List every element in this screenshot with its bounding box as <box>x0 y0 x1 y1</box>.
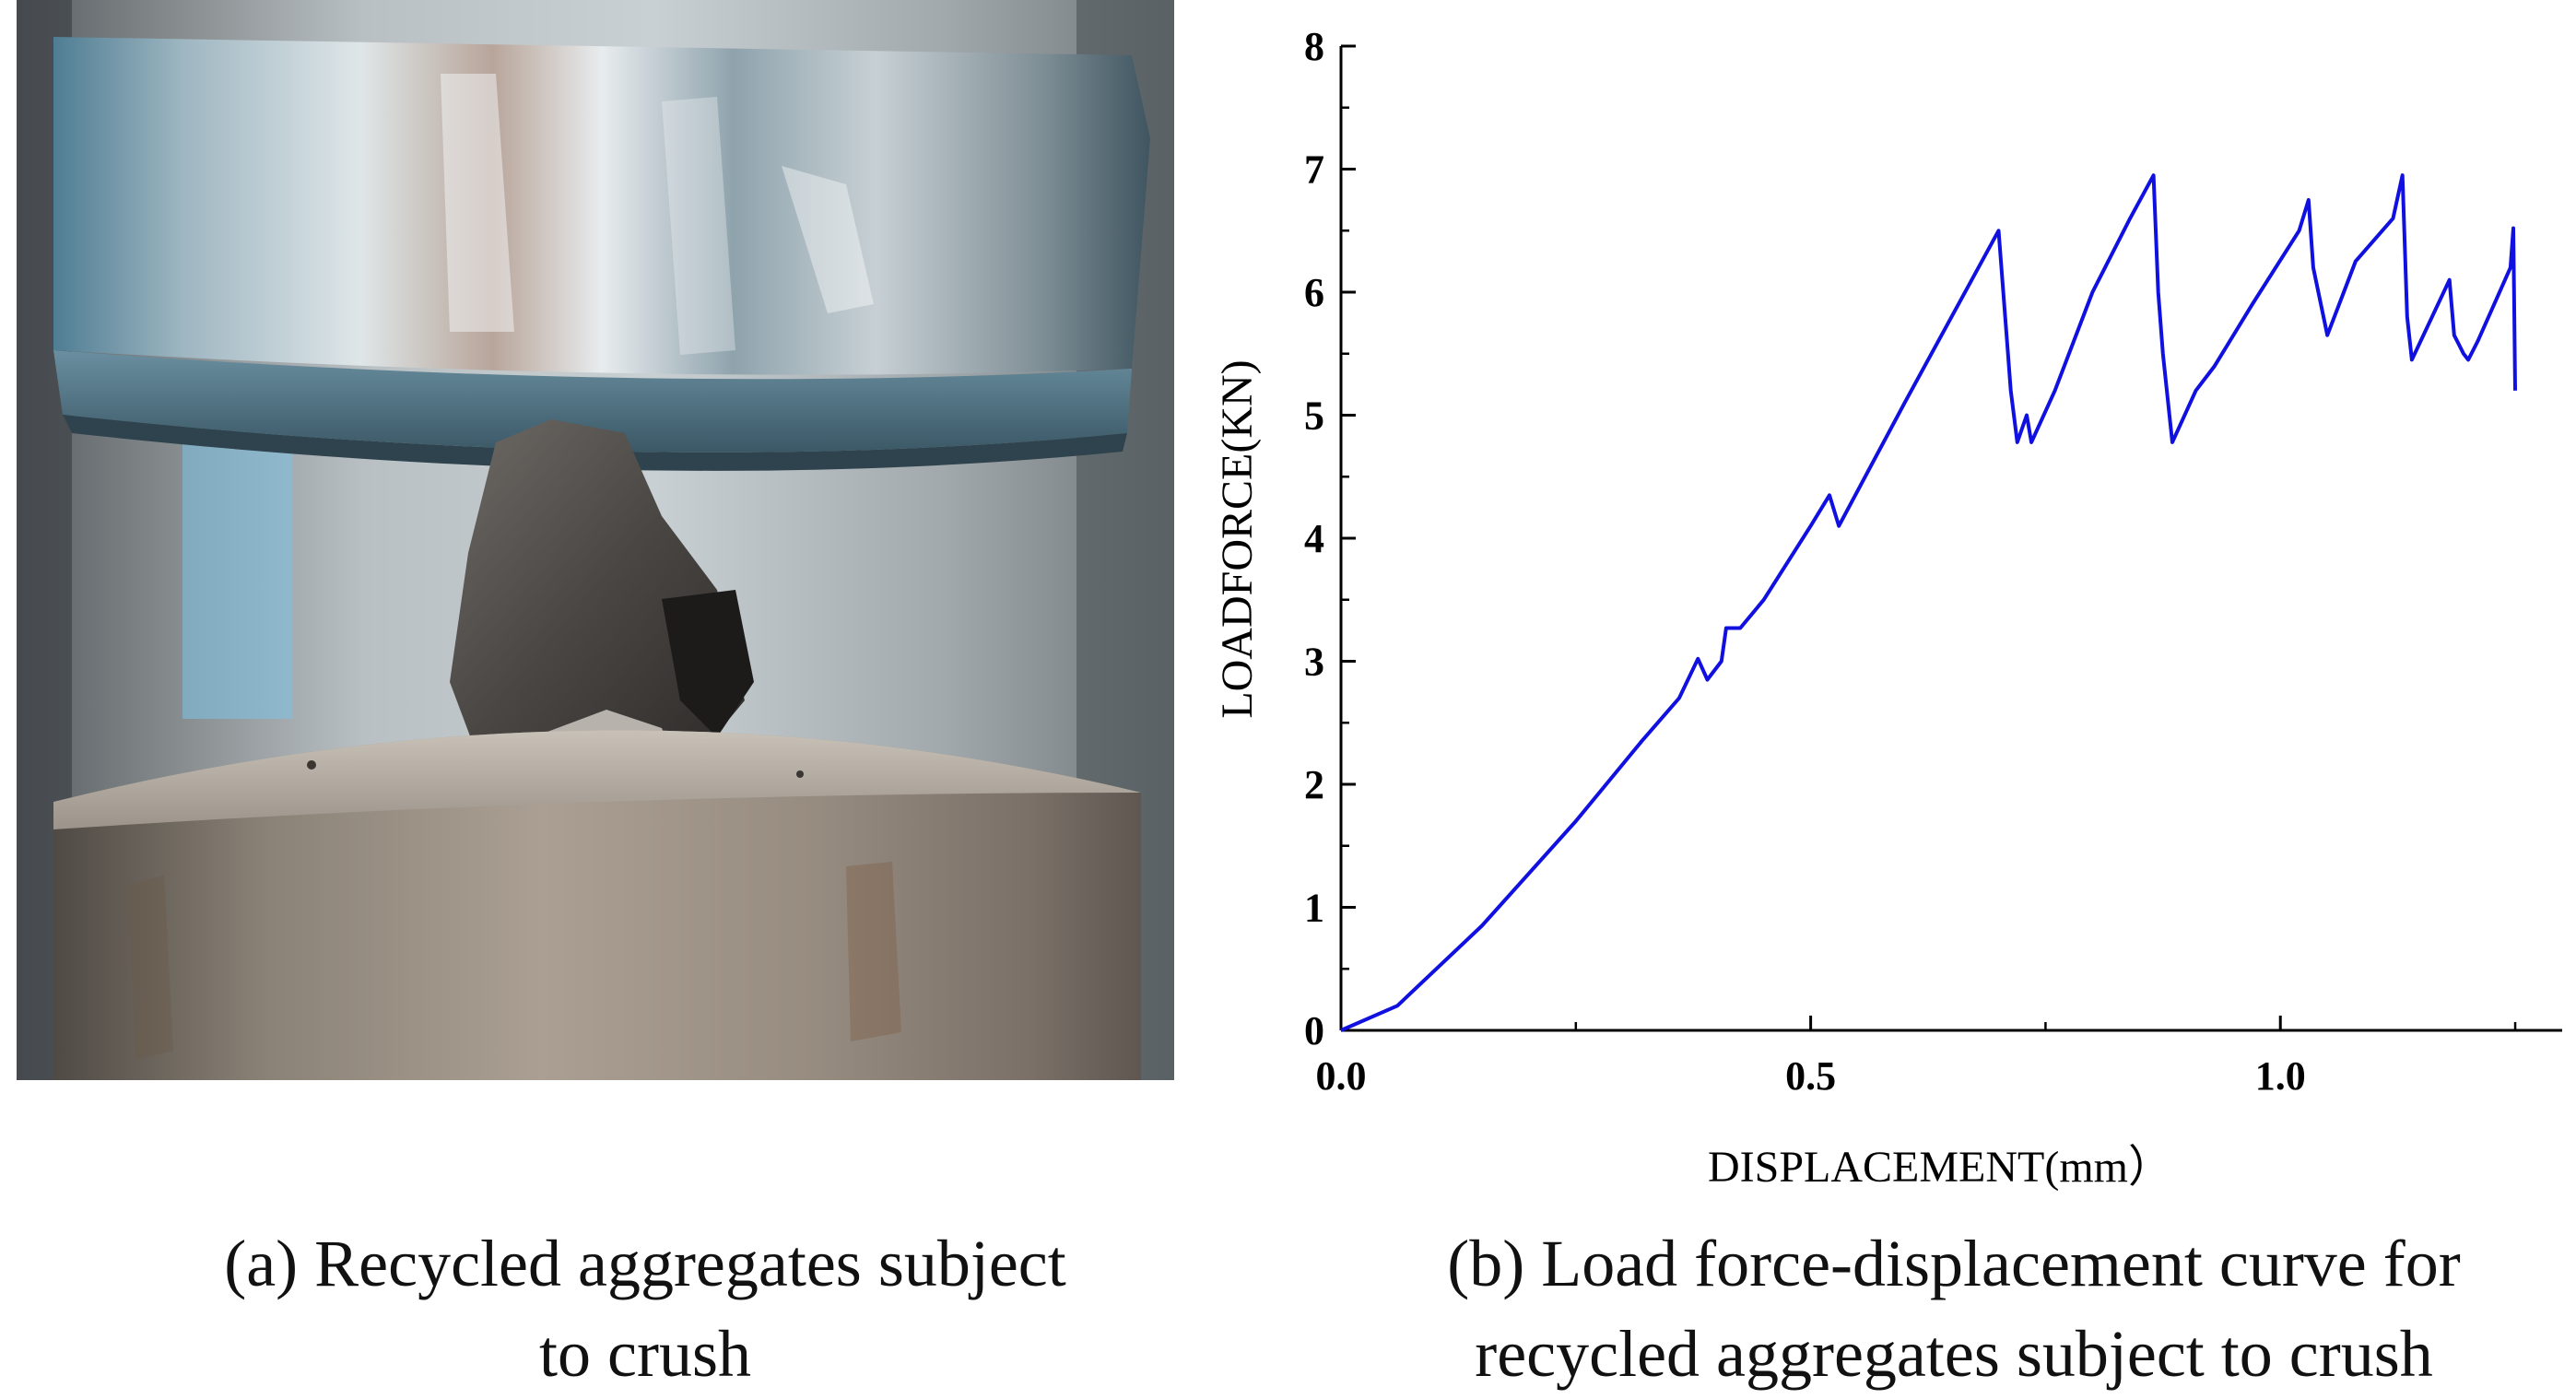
y-tick-label-3: 3 <box>1304 640 1324 685</box>
caption-panel-a: (a) Recycled aggregates subject to crush <box>111 1218 1180 1399</box>
y-axis-label: LOADFORCE(KN) <box>1213 359 1262 718</box>
caption-panel-b: (b) Load force-displacement curve for re… <box>1290 1218 2576 1399</box>
y-tick-label-2: 2 <box>1304 762 1324 807</box>
x-tick-label-0: 0.0 <box>1316 1053 1367 1099</box>
crush-test-photo-illustration <box>17 0 1174 1080</box>
y-tick-label-0: 0 <box>1304 1008 1324 1053</box>
chart-axes <box>1339 46 2562 1032</box>
x-tick-label-1: 1.0 <box>2255 1053 2306 1099</box>
caption-a-line-2: to crush <box>539 1317 751 1391</box>
caption-b-line-2: recycled aggregates subject to crush <box>1475 1317 2433 1391</box>
y-tick-label-8: 8 <box>1304 24 1324 69</box>
crush-test-photo <box>17 0 1174 1080</box>
chart-ticks <box>1339 44 2517 1032</box>
series-line-load-force <box>1340 173 2517 1032</box>
x-axis-label: DISPLACEMENT(mm） <box>1708 1143 2172 1192</box>
chart-tick-labels: 0 1 2 3 4 5 6 7 8 0.0 0.5 1.0 <box>1304 24 2306 1099</box>
y-tick-label-1: 1 <box>1304 886 1324 931</box>
y-tick-label-5: 5 <box>1304 394 1324 439</box>
caption-a-line-1: (a) Recycled aggregates subject <box>224 1227 1066 1300</box>
y-tick-label-6: 6 <box>1304 270 1324 315</box>
y-tick-label-7: 7 <box>1304 147 1324 193</box>
caption-b-line-1: (b) Load force-displacement curve for <box>1447 1227 2461 1300</box>
x-tick-label-0.5: 0.5 <box>1785 1053 1836 1099</box>
y-tick-label-4: 4 <box>1304 516 1324 561</box>
